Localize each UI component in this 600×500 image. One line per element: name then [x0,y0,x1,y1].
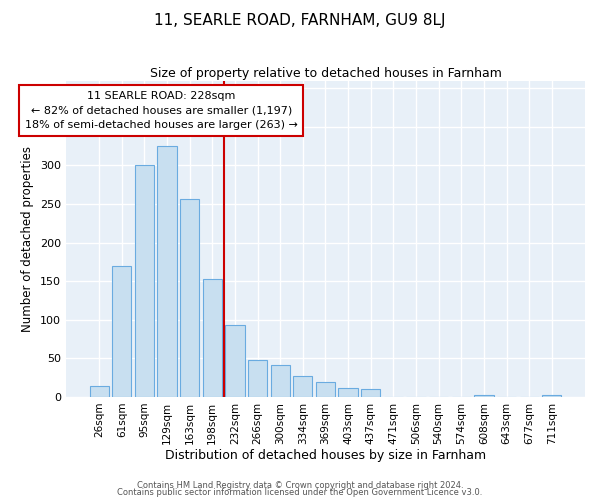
X-axis label: Distribution of detached houses by size in Farnham: Distribution of detached houses by size … [165,450,486,462]
Bar [248,360,267,397]
Title: Size of property relative to detached houses in Farnham: Size of property relative to detached ho… [149,68,502,80]
Bar [293,376,313,397]
Bar [203,279,222,397]
Text: 11 SEARLE ROAD: 228sqm
← 82% of detached houses are smaller (1,197)
18% of semi-: 11 SEARLE ROAD: 228sqm ← 82% of detached… [25,90,298,130]
Bar [271,364,290,397]
Bar [157,146,176,397]
Bar [474,396,494,397]
Bar [226,325,245,397]
Bar [135,166,154,397]
Bar [542,396,562,397]
Text: Contains HM Land Registry data © Crown copyright and database right 2024.: Contains HM Land Registry data © Crown c… [137,480,463,490]
Y-axis label: Number of detached properties: Number of detached properties [22,146,34,332]
Bar [180,198,199,397]
Bar [338,388,358,397]
Text: 11, SEARLE ROAD, FARNHAM, GU9 8LJ: 11, SEARLE ROAD, FARNHAM, GU9 8LJ [154,12,446,28]
Bar [361,389,380,397]
Bar [112,266,131,397]
Text: Contains public sector information licensed under the Open Government Licence v3: Contains public sector information licen… [118,488,482,497]
Bar [316,382,335,397]
Bar [89,386,109,397]
